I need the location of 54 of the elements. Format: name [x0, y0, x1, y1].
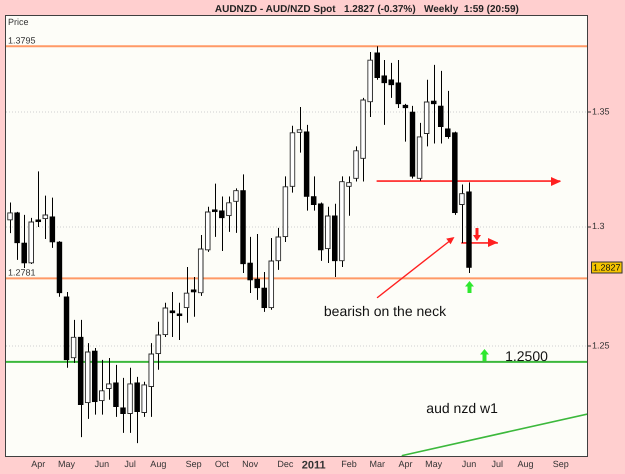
- candlestick: [42, 195, 48, 240]
- candlestick: [296, 106, 302, 154]
- candlestick: [50, 197, 56, 248]
- candlestick: [226, 196, 232, 232]
- ref-line-label: 1.3795: [8, 35, 36, 46]
- y-tick-label: 1.35: [592, 106, 610, 116]
- candlestick: [113, 364, 119, 418]
- ref-line-label: 1.2781: [8, 267, 36, 278]
- annotation: 1.2500: [505, 348, 548, 364]
- x-tick-label: Sep: [186, 458, 202, 469]
- x-tick-label: Jul: [491, 458, 503, 469]
- x-tick-label: Mar: [369, 458, 385, 469]
- x-tick-label: Apr: [398, 458, 412, 469]
- candlestick: [70, 319, 76, 364]
- candlestick: [276, 227, 282, 270]
- candlestick: [459, 184, 465, 244]
- x-tick-label: Jul: [124, 458, 136, 469]
- candlestick: [261, 272, 268, 312]
- x-tick-label: Feb: [341, 458, 357, 469]
- candlestick: [120, 377, 126, 434]
- candlestick: [190, 276, 196, 318]
- candlestick: [254, 234, 260, 300]
- y-axis-title: Price: [8, 17, 29, 27]
- candlestick: [430, 64, 437, 144]
- x-tick-label: Aug: [517, 458, 534, 469]
- y-tick-label: 1.25: [592, 340, 610, 351]
- candlestick: [438, 70, 444, 144]
- x-tick-label: May: [58, 458, 76, 469]
- chart-title: AUDNZD - AUD/NZD Spot 1.2827 (-0.37%) Weekly 1:59 (20:59): [214, 4, 519, 15]
- candlestick: [184, 266, 190, 324]
- candlestick: [396, 59, 402, 108]
- candlestick: [444, 90, 451, 140]
- x-tick-label: Dec: [277, 458, 294, 469]
- x-tick-label: Jun: [462, 458, 476, 469]
- x-tick-label: Sep: [552, 458, 569, 469]
- candlestick: [310, 176, 316, 212]
- candlestick: [233, 188, 239, 234]
- annotation: bearish on the neck: [324, 302, 448, 319]
- x-tick-label: Aug: [150, 458, 166, 469]
- x-tick-label: 2011: [302, 460, 326, 472]
- x-tick-label: Apr: [31, 458, 46, 469]
- candlestick: [106, 357, 112, 400]
- x-tick-label: May: [425, 458, 443, 469]
- candlestick: [402, 103, 408, 142]
- x-tick-label: Oct: [214, 458, 230, 469]
- candlestick: [219, 196, 225, 252]
- x-tick-label: Nov: [242, 458, 259, 469]
- x-tick-label: Jun: [94, 458, 110, 469]
- candlestick: [21, 214, 27, 268]
- candlestick: [247, 236, 253, 294]
- y-tick-label: 1.3: [592, 221, 605, 232]
- annotation: aud nzd w1: [426, 400, 498, 416]
- candlestick: [346, 176, 352, 216]
- text: 1.2827: [593, 262, 621, 272]
